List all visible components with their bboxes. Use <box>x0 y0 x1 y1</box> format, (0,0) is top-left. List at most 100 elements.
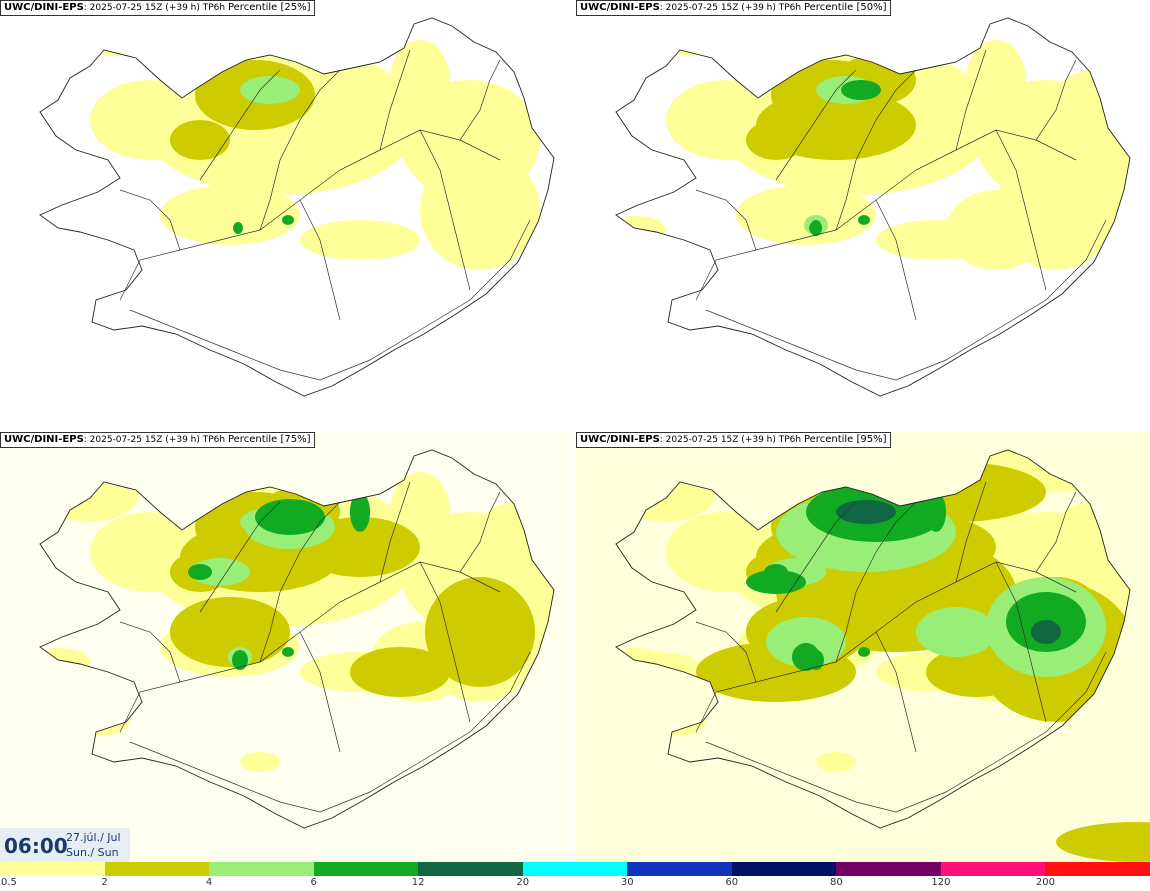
precip-area <box>350 492 370 532</box>
legend-label: 6 <box>310 877 317 888</box>
legend-label: 60 <box>725 877 739 888</box>
precip-area <box>80 24 160 56</box>
road-line <box>199 69 281 181</box>
precip-area <box>616 216 666 244</box>
legend-swatch <box>940 862 1046 876</box>
precip-area <box>746 570 806 594</box>
road-line <box>995 561 1047 723</box>
precip-area <box>1031 620 1061 644</box>
legend-swatch <box>627 862 733 876</box>
precip-area <box>1046 70 1130 150</box>
legend-label: 200 <box>1035 877 1055 888</box>
road-line <box>835 501 917 663</box>
precip-area <box>966 40 1026 120</box>
precip-area <box>240 752 280 772</box>
road-line <box>129 219 531 381</box>
valid-hour: 06:00 <box>4 834 68 858</box>
legend-swatch <box>731 862 837 876</box>
precip-area <box>282 647 294 657</box>
precip-area <box>160 185 300 245</box>
road-line <box>459 491 501 573</box>
legend-swatch <box>836 862 942 876</box>
road-line <box>419 561 471 723</box>
road-line <box>299 631 341 753</box>
road-line <box>955 481 987 583</box>
precip-area <box>810 220 822 236</box>
legend-swatch <box>1045 862 1150 876</box>
road-line <box>775 501 857 613</box>
road-line <box>459 59 501 141</box>
precip-area <box>916 607 996 657</box>
road-line <box>1035 59 1077 141</box>
legend-label: 30 <box>620 877 634 888</box>
legend-swatch <box>418 862 524 876</box>
legend-label: 120 <box>931 877 951 888</box>
color-legend: 0.5 2 4 6 12 20 30 60 80 120 200 <box>0 862 1150 891</box>
precip-area <box>282 215 294 225</box>
legend-swatch <box>209 862 315 876</box>
precip-area <box>390 40 450 120</box>
precip-area <box>792 643 820 671</box>
legend-swatch <box>104 862 210 876</box>
road-line <box>379 481 411 583</box>
road-line <box>119 621 181 683</box>
road-line <box>419 129 471 291</box>
precipitation-map <box>615 17 1131 397</box>
road-line <box>995 129 1047 291</box>
panel-percentile-95: UWC/DINI-EPS: 2025-07-25 15Z (+39 h) TP6… <box>576 432 1150 862</box>
panel-title: UWC/DINI-EPS: 2025-07-25 15Z (+39 h) TP6… <box>0 432 315 448</box>
precip-area <box>420 150 540 270</box>
legend-label: 2 <box>101 877 108 888</box>
legend-swatch <box>522 862 628 876</box>
precip-area <box>300 220 420 260</box>
precip-area <box>858 215 870 225</box>
road-line <box>695 189 757 251</box>
precip-area <box>350 647 450 697</box>
precip-area <box>255 499 325 535</box>
precip-area <box>836 500 896 524</box>
precip-area <box>736 185 876 245</box>
road-line <box>875 631 917 753</box>
offshore-precip <box>1056 822 1150 862</box>
precipitation-map <box>39 17 555 397</box>
road-line <box>199 501 281 613</box>
panel-percentile-25: UWC/DINI-EPS: 2025-07-25 15Z (+39 h) TP6… <box>0 0 574 430</box>
legend-label: 4 <box>205 877 213 888</box>
road-line <box>875 199 917 321</box>
precip-area <box>188 564 212 580</box>
panel-percentile-75: UWC/DINI-EPS: 2025-07-25 15Z (+39 h) TP6… <box>0 432 574 862</box>
road-line <box>775 69 857 181</box>
valid-time-box: 06:00 27.júl./ Jul Sun./ Sun <box>0 828 130 862</box>
legend-label: 20 <box>516 877 530 888</box>
road-line <box>259 501 341 663</box>
road-line <box>299 199 341 321</box>
road-line <box>695 621 757 683</box>
precip-area <box>946 190 1046 270</box>
panel-title: UWC/DINI-EPS: 2025-07-25 15Z (+39 h) TP6… <box>576 432 891 448</box>
precipitation-map <box>0 432 574 862</box>
precip-area <box>170 597 290 667</box>
legend-swatch <box>0 862 105 876</box>
road-line <box>379 49 411 151</box>
road-line <box>119 189 181 251</box>
road-line <box>955 49 987 151</box>
precip-area <box>841 80 881 100</box>
road-line <box>705 219 1107 381</box>
precipitation-map <box>576 432 1150 862</box>
road-line <box>129 651 531 813</box>
road-line <box>705 651 1107 813</box>
precip-area <box>858 647 870 657</box>
valid-day: Sun./ Sun <box>66 846 119 859</box>
precip-area <box>425 577 535 687</box>
legend-label: 80 <box>829 877 843 888</box>
road-line <box>1035 491 1077 573</box>
precip-area <box>232 650 248 670</box>
panel-title: UWC/DINI-EPS: 2025-07-25 15Z (+39 h) TP6… <box>0 0 315 16</box>
precip-area <box>816 752 856 772</box>
road-line <box>835 69 917 231</box>
legend-label: 12 <box>411 877 425 888</box>
precip-area <box>766 617 846 667</box>
legend-label: 0.5 <box>1 877 17 888</box>
road-line <box>259 69 341 231</box>
precip-area <box>756 90 916 160</box>
